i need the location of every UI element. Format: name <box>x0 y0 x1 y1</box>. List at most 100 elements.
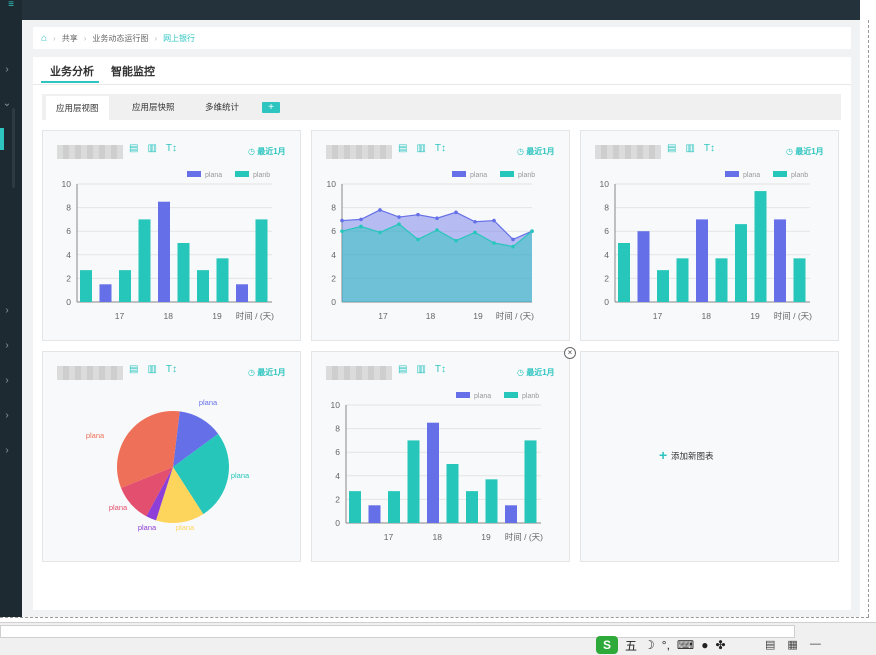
bar-chart-icon[interactable]: ▥ <box>416 364 426 375</box>
pie-slice <box>155 467 204 523</box>
legend-swatch <box>773 171 787 177</box>
data-point <box>340 229 344 233</box>
moon-icon[interactable]: ☽ <box>644 638 655 652</box>
y-tick-label: 4 <box>66 250 71 260</box>
add-tab-button[interactable]: + <box>262 102 280 113</box>
bar-chart-icon[interactable]: ▥ <box>147 364 157 375</box>
bar <box>793 258 806 302</box>
home-icon[interactable]: ⌂ <box>41 32 48 44</box>
sort-icon[interactable]: T↕ <box>703 143 716 154</box>
bar-chart-icon[interactable]: ▥ <box>416 143 426 154</box>
bar <box>177 243 190 302</box>
subtab-multi-stats[interactable]: 多维统计 <box>205 102 240 112</box>
bar <box>505 505 517 523</box>
card-toolbar: ▤ ▥ T↕ <box>129 143 177 154</box>
data-point <box>473 219 477 224</box>
chevron-right-icon[interactable]: › <box>5 375 9 386</box>
table-icon[interactable]: ▤ <box>129 143 139 154</box>
legend-swatch <box>187 171 201 177</box>
bar <box>774 219 786 302</box>
tab-smart-monitor[interactable]: 智能监控 <box>111 66 155 78</box>
recent-range-button[interactable]: ◷ 最近1月 <box>517 368 555 377</box>
minimize-icon[interactable]: — <box>809 638 821 650</box>
table-icon[interactable]: ▤ <box>398 364 408 375</box>
chart-card: ▤ ▥ T↕ ◷ 最近1月 0 2 4 6 8 10 17 18 19 时间 / (天) plana plan… <box>580 130 839 341</box>
y-tick-label: 0 <box>66 297 71 307</box>
x-tick-label: 19 <box>473 311 483 321</box>
card-title-redacted <box>57 366 123 380</box>
x-tick-label: 17 <box>384 532 394 542</box>
menu-icon[interactable]: ≡ <box>8 0 14 10</box>
document-icon[interactable]: ▤ <box>765 639 776 651</box>
y-tick-label: 0 <box>331 297 336 307</box>
breadcrumb: ⌂ › 共享 › 业务动态运行图 › 网上银行 <box>33 27 851 49</box>
bar <box>158 201 170 302</box>
sort-icon[interactable]: T↕ <box>165 143 178 154</box>
x-tick-label: 17 <box>653 311 663 321</box>
table-icon[interactable]: ▤ <box>667 143 677 154</box>
data-point <box>454 238 458 243</box>
data-point <box>378 230 382 235</box>
chevron-right-icon[interactable]: › <box>5 445 9 456</box>
chevron-down-icon[interactable]: ⌄ <box>2 98 12 109</box>
recent-range-button[interactable]: ◷ 最近1月 <box>248 147 286 156</box>
add-chart-card[interactable]: + 添加新图表 <box>580 351 839 562</box>
tab-business-analysis[interactable]: 业务分析 <box>50 66 94 78</box>
breadcrumb-item[interactable]: 业务动态运行图 <box>92 33 149 43</box>
tab-bar: 业务分析 智能监控 <box>33 57 851 85</box>
plus-icon: + <box>659 447 668 463</box>
recent-range-button[interactable]: ◷ 最近1月 <box>786 147 824 156</box>
ime-logo-icon[interactable]: S <box>596 636 618 654</box>
bar-chart-icon[interactable]: ▥ <box>685 143 695 154</box>
bar <box>735 224 747 302</box>
recent-range-button[interactable]: ◷ 最近1月 <box>248 368 286 377</box>
bar <box>236 284 248 302</box>
calculator-icon[interactable]: ▦ <box>787 639 798 651</box>
taskbar: S 五 ☽ °, ⌨ ● ✤ ▤ ▦ — <box>0 622 876 655</box>
chevron-right-icon[interactable]: › <box>5 64 9 75</box>
legend-swatch <box>500 171 514 177</box>
keyboard-icon[interactable]: ⌨ <box>676 638 695 652</box>
recent-range-button[interactable]: ◷ 最近1月 <box>517 147 555 156</box>
punctuation-icon[interactable]: °, <box>661 638 670 652</box>
x-tick-label: 19 <box>212 311 222 321</box>
subtab-app-snapshot[interactable]: 应用层快照 <box>132 102 175 112</box>
subtab-app-view[interactable]: 应用层视图 <box>46 96 109 120</box>
bar <box>676 258 689 302</box>
table-icon[interactable]: ▤ <box>129 364 139 375</box>
pie-chart: plana plana plana plana plana plana <box>86 398 250 532</box>
user-icon[interactable]: ● <box>701 638 709 652</box>
y-tick-label: 2 <box>604 273 609 283</box>
x-tick-label: 18 <box>164 311 174 321</box>
y-tick-label: 4 <box>335 471 340 481</box>
data-point <box>511 237 515 242</box>
sidebar-scrollbar[interactable] <box>12 108 15 188</box>
data-point <box>340 218 344 223</box>
x-tick-label: 18 <box>702 311 712 321</box>
breadcrumb-item[interactable]: 共享 <box>61 33 78 43</box>
apps-icon[interactable]: ✤ <box>715 638 726 652</box>
chevron-right-icon[interactable]: › <box>5 340 9 351</box>
sidebar: ≡ › ⌄ › › › › › <box>0 0 22 617</box>
chevron-right-icon[interactable]: › <box>5 410 9 421</box>
sort-icon[interactable]: T↕ <box>165 364 178 375</box>
data-point <box>473 230 477 235</box>
card-toolbar: ▤ ▥ T↕ <box>398 143 446 154</box>
data-point <box>454 210 458 215</box>
slice-label: plana <box>86 431 105 440</box>
x-tick-label: 19 <box>481 532 491 542</box>
ime-mode[interactable]: 五 <box>625 638 638 653</box>
close-icon[interactable]: × <box>564 347 576 359</box>
taskbar-field[interactable] <box>0 625 795 638</box>
sort-icon[interactable]: T↕ <box>434 143 447 154</box>
pie-slice <box>173 411 219 467</box>
x-axis-label: 时间 / (天) <box>774 311 812 321</box>
bar <box>255 219 268 302</box>
sort-icon[interactable]: T↕ <box>434 364 447 375</box>
pie-slice <box>173 433 229 515</box>
data-point <box>435 228 439 232</box>
bar-chart-icon[interactable]: ▥ <box>147 143 157 154</box>
x-tick-label: 19 <box>750 311 760 321</box>
table-icon[interactable]: ▤ <box>398 143 408 154</box>
chevron-right-icon[interactable]: › <box>5 305 9 316</box>
